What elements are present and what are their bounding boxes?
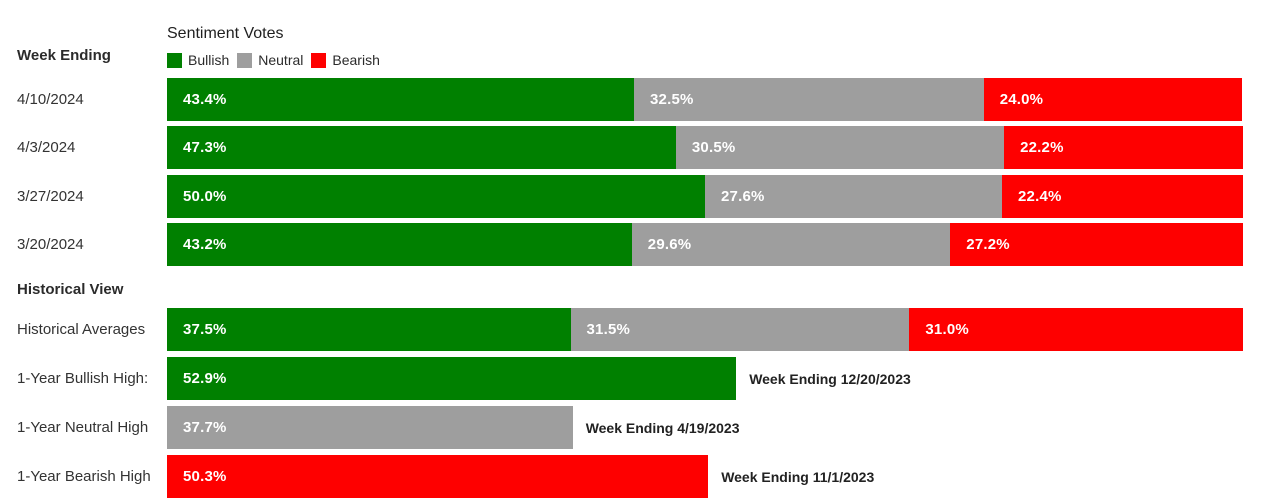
segment-value-label: 50.0% — [183, 188, 227, 205]
chart-legend: Bullish Neutral Bearish — [167, 52, 388, 68]
legend-item-bullish: Bullish — [167, 52, 229, 68]
week-row-0-segment-neutral: 32.5% — [634, 78, 984, 121]
segment-value-label: 24.0% — [999, 91, 1044, 108]
one-year-bullish-high-row-bar: 52.9% Week Ending 12/20/2023 — [167, 357, 911, 400]
week-row-2-bar: 50.0% 27.6% 22.4% — [167, 175, 1243, 218]
segment-value-label: 32.5% — [650, 91, 694, 108]
week-row-3-segment-neutral: 29.6% — [631, 223, 951, 266]
week-row-1-segment-neutral: 30.5% — [675, 126, 1005, 169]
segment-value-label: 37.7% — [183, 419, 227, 436]
one-year-bearish-high-row-label: 1-Year Bearish High — [17, 468, 151, 485]
legend-item-bearish: Bearish — [311, 52, 380, 68]
one-year-bullish-high-row-annotation: Week Ending 12/20/2023 — [749, 370, 911, 387]
legend-swatch-bullish — [167, 52, 182, 68]
one-year-neutral-high-row-segment-neutral: 37.7% — [167, 406, 573, 449]
week-row-3-segment-bearish: 27.2% — [950, 223, 1243, 266]
segment-value-label: 29.6% — [647, 236, 692, 253]
legend-item-neutral: Neutral — [237, 52, 303, 68]
one-year-neutral-high-row-bar: 37.7% Week Ending 4/19/2023 — [167, 406, 740, 449]
segment-value-label: 27.2% — [966, 236, 1010, 253]
historical-averages-row-segment-bearish: 31.0% — [909, 308, 1243, 351]
one-year-bearish-high-row-annotation: Week Ending 11/1/2023 — [721, 468, 875, 485]
week-row-1-label: 4/3/2024 — [17, 139, 76, 156]
historical-averages-row-label: Historical Averages — [17, 321, 146, 338]
week-row-2-label: 3/27/2024 — [17, 188, 84, 205]
chart-title: Sentiment Votes — [167, 25, 284, 42]
legend-swatch-bearish — [311, 52, 327, 68]
segment-value-label: 27.6% — [721, 188, 765, 205]
segment-value-label: 30.5% — [691, 139, 736, 156]
one-year-neutral-high-row-label: 1-Year Neutral High — [17, 419, 149, 436]
week-row-1-segment-bearish: 22.2% — [1004, 126, 1243, 169]
segment-value-label: 43.2% — [183, 236, 227, 253]
segment-value-label: 43.4% — [183, 91, 227, 108]
one-year-neutral-high-row-annotation: Week Ending 4/19/2023 — [585, 419, 740, 436]
week-row-0-segment-bearish: 24.0% — [983, 78, 1242, 121]
segment-value-label: 22.4% — [1018, 188, 1062, 205]
historical-averages-row-segment-neutral: 31.5% — [570, 308, 910, 351]
week-row-0-bar: 43.4% 32.5% 24.0% — [167, 78, 1242, 121]
legend-label: Bearish — [332, 52, 380, 68]
historical-averages-row-bar: 37.5% 31.5% 31.0% — [167, 308, 1243, 351]
segment-value-label: 52.9% — [183, 370, 227, 387]
segment-value-label: 22.2% — [1020, 139, 1064, 156]
legend-swatch-neutral — [237, 52, 253, 68]
week-row-0-label: 4/10/2024 — [17, 91, 84, 108]
legend-label: Bullish — [188, 52, 230, 68]
one-year-bullish-high-row-segment-bullish: 52.9% — [167, 357, 737, 400]
week-row-3-bar: 43.2% 29.6% 27.2% — [167, 223, 1243, 266]
historical-view-header: Historical View — [17, 281, 124, 298]
one-year-bearish-high-row-bar: 50.3% Week Ending 11/1/2023 — [167, 455, 874, 498]
segment-value-label: 47.3% — [183, 139, 227, 156]
week-ending-column-header: Week Ending — [17, 47, 111, 64]
week-row-1-segment-bullish: 47.3% — [167, 126, 676, 169]
segment-value-label: 50.3% — [183, 468, 227, 485]
week-row-2-segment-bullish: 50.0% — [167, 175, 705, 218]
week-row-2-segment-neutral: 27.6% — [705, 175, 1002, 218]
legend-label: Neutral — [258, 52, 304, 68]
segment-value-label: 31.0% — [925, 321, 969, 338]
segment-value-label: 31.5% — [586, 321, 631, 338]
week-row-1-bar: 47.3% 30.5% 22.2% — [167, 126, 1243, 169]
week-row-3-segment-bullish: 43.2% — [167, 223, 632, 266]
week-row-2-segment-bearish: 22.4% — [1002, 175, 1243, 218]
one-year-bearish-high-row-segment-bearish: 50.3% — [167, 455, 709, 498]
segment-value-label: 37.5% — [183, 321, 227, 338]
historical-averages-row-segment-bullish: 37.5% — [167, 308, 571, 351]
week-row-0-segment-bullish: 43.4% — [167, 78, 634, 121]
one-year-bullish-high-row-label: 1-Year Bullish High: — [17, 370, 149, 387]
week-row-3-label: 3/20/2024 — [17, 236, 84, 253]
